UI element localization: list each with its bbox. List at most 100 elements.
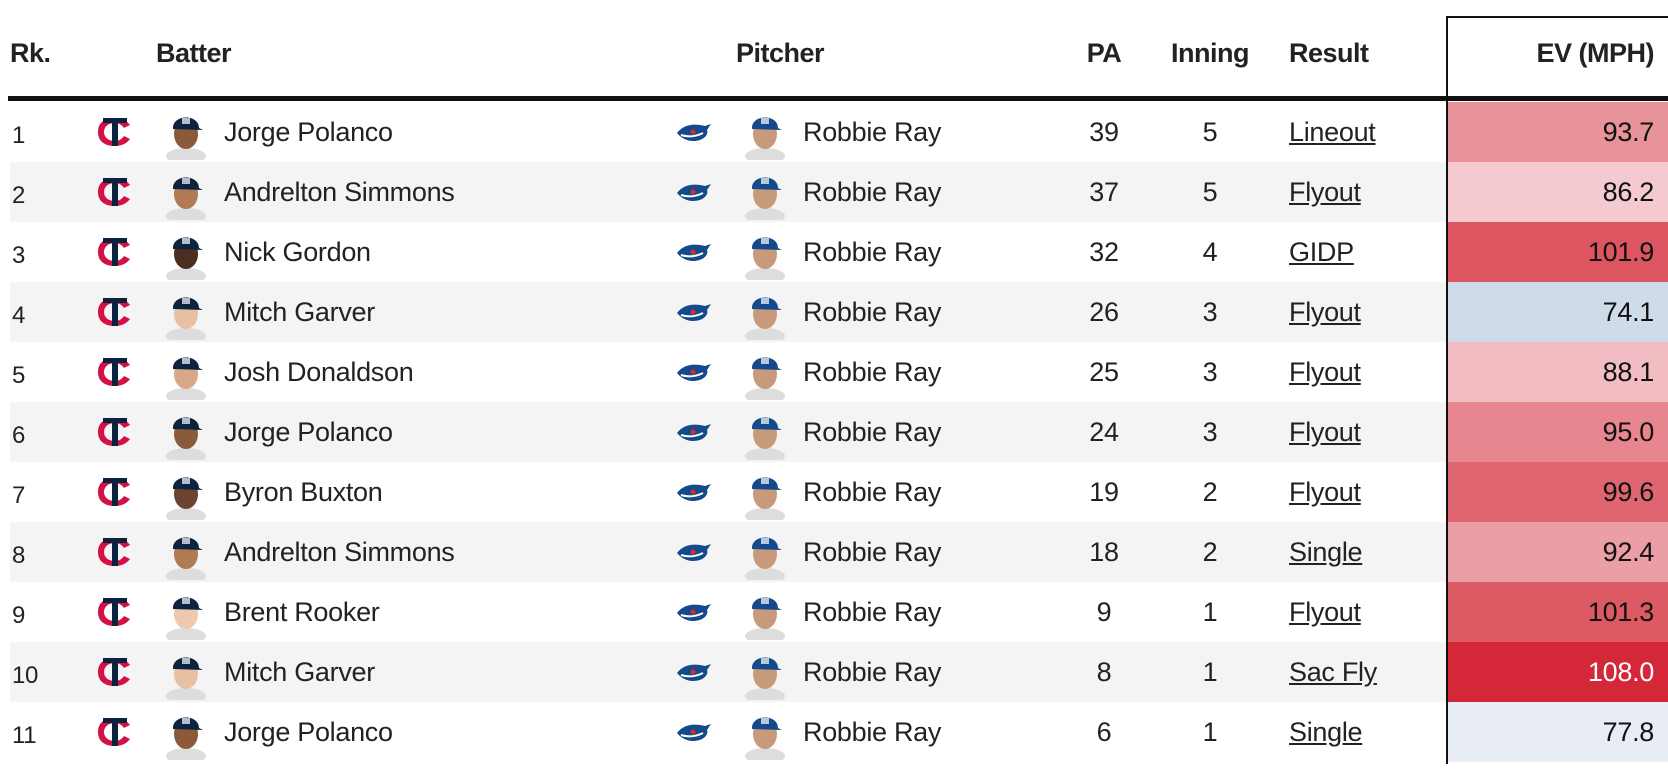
team-logo	[673, 117, 713, 154]
pa: 6	[1096, 717, 1112, 747]
result-link[interactable]: Sac Fly	[1289, 657, 1377, 687]
result-link[interactable]: Flyout	[1289, 297, 1361, 327]
inning: 5	[1202, 177, 1218, 207]
batter-headshot	[163, 104, 209, 167]
rank: 1	[12, 122, 26, 149]
pitcher-headshot	[742, 284, 788, 347]
team-logo	[95, 234, 135, 277]
inning: 2	[1202, 537, 1218, 567]
table-row: 6 Jorge Polanco Robbie Ray 24 3 Flyout 95.0	[10, 402, 1668, 464]
team-logo	[673, 297, 713, 334]
inning: 1	[1202, 657, 1218, 687]
ev-cell	[1448, 222, 1668, 282]
result-link[interactable]: Flyout	[1289, 357, 1361, 387]
batter-name: Jorge Polanco	[224, 117, 393, 147]
batter-headshot	[163, 644, 209, 707]
inning: 4	[1202, 237, 1218, 267]
rank: 3	[12, 242, 26, 269]
inning: 3	[1202, 357, 1218, 387]
team-logo	[673, 357, 713, 394]
result-link[interactable]: Single	[1289, 717, 1363, 747]
team-logo	[95, 354, 135, 397]
batter-name: Jorge Polanco	[224, 417, 393, 447]
pitcher-name: Robbie Ray	[803, 237, 942, 267]
ev-cell	[1448, 102, 1668, 162]
ev-cell	[1448, 282, 1668, 342]
batter-headshot	[163, 224, 209, 287]
result-link[interactable]: Flyout	[1289, 597, 1361, 627]
batter-headshot	[163, 164, 209, 227]
result-link[interactable]: GIDP	[1289, 237, 1354, 267]
batter-headshot	[163, 404, 209, 467]
team-logo	[673, 537, 713, 574]
pa: 32	[1089, 237, 1119, 267]
team-logo	[95, 114, 135, 157]
pa: 8	[1096, 657, 1112, 687]
table-row: 9 Brent Rooker Robbie Ray 9 1 Flyout 101.3	[10, 582, 1668, 644]
pitcher-headshot	[742, 164, 788, 227]
result-link[interactable]: Single	[1289, 537, 1363, 567]
table-row: 1 Jorge Polanco Robbie Ray 39 5 Lineout 93.7	[10, 102, 1668, 164]
batter-name: Jorge Polanco	[224, 717, 393, 747]
result-link[interactable]: Flyout	[1289, 417, 1361, 447]
inning: 1	[1202, 717, 1218, 747]
ev-value: 93.7	[1602, 117, 1655, 147]
inning: 3	[1202, 417, 1218, 447]
batter-name: Andrelton Simmons	[224, 537, 455, 567]
team-logo	[673, 177, 713, 214]
ev-value: 74.1	[1602, 297, 1655, 327]
inning: 3	[1202, 297, 1218, 327]
column-header: PA	[1086, 38, 1122, 68]
rank: 6	[12, 422, 26, 449]
column-header: Result	[1289, 38, 1369, 68]
column-header: EV (MPH)	[1536, 38, 1655, 68]
team-logo	[95, 654, 135, 697]
table-row: 8 Andrelton Simmons Robbie Ray 18 2 Single 92.…	[10, 522, 1668, 584]
pitcher-name: Robbie Ray	[803, 477, 942, 507]
team-logo	[95, 474, 135, 517]
team-logo	[673, 477, 713, 514]
team-logo	[673, 597, 713, 634]
pitcher-name: Robbie Ray	[803, 177, 942, 207]
team-logo	[673, 237, 713, 274]
rank: 10	[12, 662, 39, 689]
pa: 26	[1089, 297, 1119, 327]
result-link[interactable]: Flyout	[1289, 177, 1361, 207]
pitcher-headshot	[742, 704, 788, 767]
ev-cell	[1448, 162, 1668, 222]
pitcher-headshot	[742, 524, 788, 587]
pitcher-headshot	[742, 344, 788, 407]
batter-headshot	[163, 464, 209, 527]
result-link[interactable]: Flyout	[1289, 477, 1361, 507]
team-logo	[673, 417, 713, 454]
ev-value: 92.4	[1602, 537, 1655, 567]
batter-headshot	[163, 524, 209, 587]
batter-name: Josh Donaldson	[224, 357, 414, 387]
batter-name: Byron Buxton	[224, 477, 383, 507]
team-logo	[95, 294, 135, 337]
rank: 2	[12, 182, 26, 209]
ev-value: 88.1	[1602, 357, 1655, 387]
column-header: Rk.	[10, 38, 51, 68]
pitcher-name: Robbie Ray	[803, 117, 942, 147]
table-row: 11 Jorge Polanco Robbie Ray 6 1 Single 77.8	[10, 702, 1668, 764]
batter-headshot	[163, 344, 209, 407]
batter-name: Mitch Garver	[224, 657, 375, 687]
result-link[interactable]: Lineout	[1289, 117, 1376, 147]
pa: 18	[1089, 537, 1119, 567]
inning: 5	[1202, 117, 1218, 147]
ev-cell	[1448, 642, 1668, 702]
rank: 9	[12, 602, 26, 629]
batter-name: Nick Gordon	[224, 237, 371, 267]
pitcher-headshot	[742, 584, 788, 647]
pitcher-name: Robbie Ray	[803, 537, 942, 567]
rank: 8	[12, 542, 26, 569]
ev-cell	[1448, 702, 1668, 762]
table-row: 10 Mitch Garver Robbie Ray 8 1 Sac Fly 108.0	[10, 642, 1668, 704]
team-logo	[95, 534, 135, 577]
rank: 7	[12, 482, 26, 509]
column-header: Pitcher	[736, 38, 825, 68]
table-row: 2 Andrelton Simmons Robbie Ray 37 5 Flyout 86.…	[10, 162, 1668, 224]
